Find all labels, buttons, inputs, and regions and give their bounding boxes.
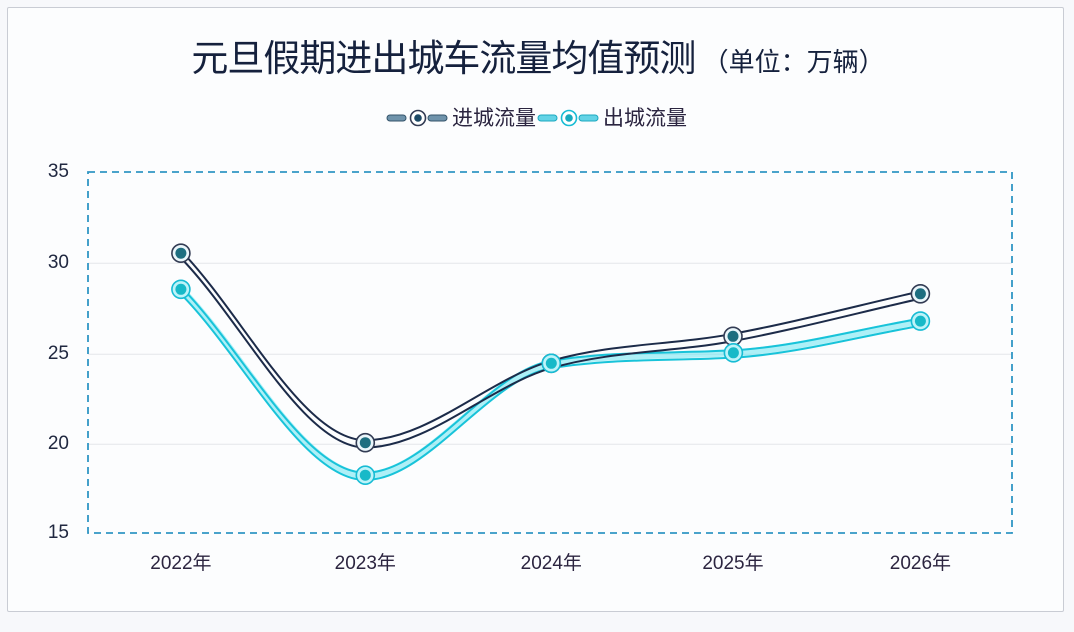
svg-text:2023年: 2023年	[335, 552, 396, 574]
svg-text:30: 30	[48, 252, 69, 273]
svg-text:2026年: 2026年	[890, 552, 951, 574]
svg-text:25: 25	[48, 343, 69, 364]
svg-text:20: 20	[48, 433, 69, 454]
svg-text:2022年: 2022年	[150, 552, 211, 574]
svg-text:出城流量: 出城流量	[603, 107, 687, 130]
svg-text:2024年: 2024年	[521, 552, 582, 574]
svg-text:15: 15	[48, 522, 69, 543]
svg-text:2025年: 2025年	[702, 552, 763, 574]
svg-text:35: 35	[48, 161, 69, 182]
svg-text:进城流量: 进城流量	[452, 107, 536, 130]
